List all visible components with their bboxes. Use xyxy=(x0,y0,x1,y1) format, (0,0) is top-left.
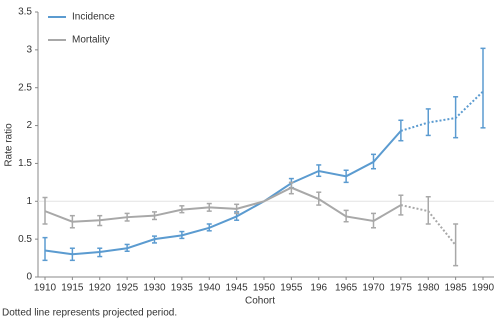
x-tick-label: 1945 xyxy=(226,283,249,294)
y-axis-label: Rate ratio xyxy=(4,123,15,167)
y-tick-label: 2.5 xyxy=(18,82,32,93)
x-tick-label: 1990 xyxy=(472,283,495,294)
x-tick-label: 1935 xyxy=(171,283,194,294)
y-tick-label: 2 xyxy=(26,120,32,131)
x-tick-label: 1910 xyxy=(34,283,57,294)
y-tick-label: 0 xyxy=(26,272,32,283)
legend-label: Mortality xyxy=(72,35,110,46)
y-tick-label: 3 xyxy=(26,44,32,55)
solid-line xyxy=(44,186,402,223)
x-tick-label: 1930 xyxy=(143,283,166,294)
x-tick-label: 1975 xyxy=(390,283,413,294)
x-tick-label: 1985 xyxy=(445,283,468,294)
x-tick-label: 1950 xyxy=(253,283,276,294)
solid-line xyxy=(44,130,402,256)
x-tick-label: 1955 xyxy=(280,283,303,294)
y-tick-label: 0.5 xyxy=(18,234,32,245)
dotted-line xyxy=(400,90,484,132)
x-tick-label: 1965 xyxy=(335,283,358,294)
x-tick-label: 1970 xyxy=(362,283,385,294)
y-tick-label: 1.5 xyxy=(18,158,32,169)
x-tick-label: 1925 xyxy=(116,283,139,294)
x-tick-label: 196 xyxy=(310,283,327,294)
x-tick-label: 1915 xyxy=(61,283,84,294)
x-tick-label: 1980 xyxy=(417,283,440,294)
x-tick-label: 1940 xyxy=(198,283,221,294)
y-tick-label: 1 xyxy=(26,196,32,207)
x-tick-label: 1920 xyxy=(89,283,112,294)
y-tick-label: 3.5 xyxy=(18,7,32,18)
legend-label: Incidence xyxy=(72,12,115,23)
x-axis-label: Cohort xyxy=(245,296,275,307)
footnote: Dotted line represents projected period. xyxy=(2,308,177,319)
